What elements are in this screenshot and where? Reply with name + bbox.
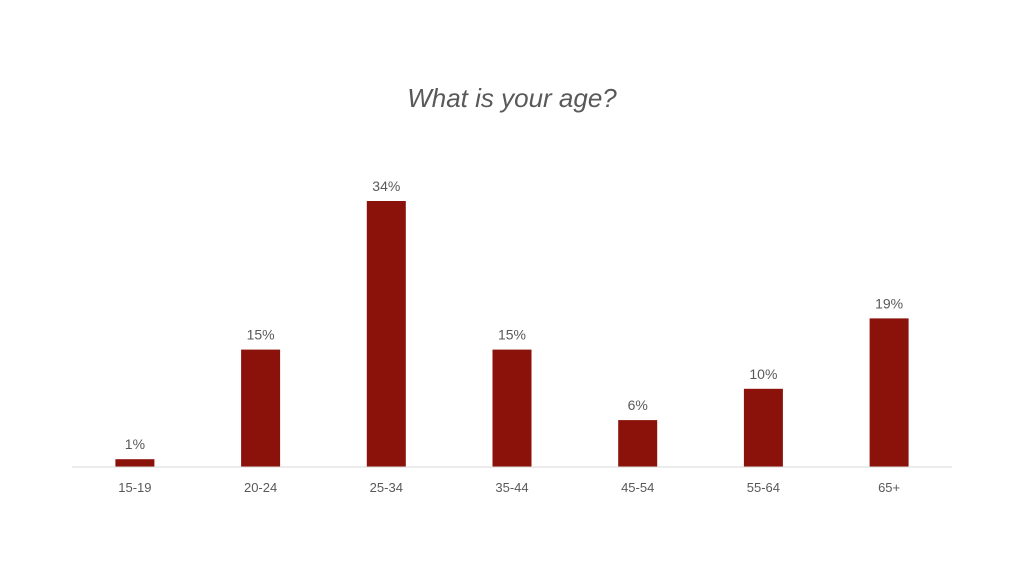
x-tick-15-19: 15-19: [118, 480, 151, 495]
data-label-45-54: 6%: [628, 397, 648, 413]
chart-title: What is your age?: [407, 83, 617, 113]
data-label-25-34: 34%: [372, 178, 400, 194]
x-tick-labels-layer: 15-19 20-24 25-34 35-44 45-54 55-64 65+: [118, 480, 900, 495]
bar-20-24: [241, 349, 281, 467]
x-tick-25-34: 25-34: [370, 480, 403, 495]
data-label-15-19: 1%: [125, 436, 145, 452]
bars-layer: [115, 201, 909, 467]
data-label-35-44: 15%: [498, 327, 526, 343]
data-labels-layer: 1% 15% 34% 15% 6% 10% 19%: [125, 178, 903, 452]
data-label-65+: 19%: [875, 295, 903, 311]
x-tick-35-44: 35-44: [495, 480, 528, 495]
bar-25-34: [366, 201, 406, 467]
x-tick-65+: 65+: [878, 480, 900, 495]
x-tick-45-54: 45-54: [621, 480, 654, 495]
x-tick-20-24: 20-24: [244, 480, 277, 495]
data-label-20-24: 15%: [247, 327, 275, 343]
data-label-55-64: 10%: [749, 366, 777, 382]
bar-15-19: [115, 459, 155, 467]
x-tick-55-64: 55-64: [747, 480, 780, 495]
bar-65+: [869, 318, 909, 467]
bar-55-64: [743, 388, 783, 467]
bar-35-44: [492, 349, 532, 467]
bar-45-54: [618, 420, 658, 467]
